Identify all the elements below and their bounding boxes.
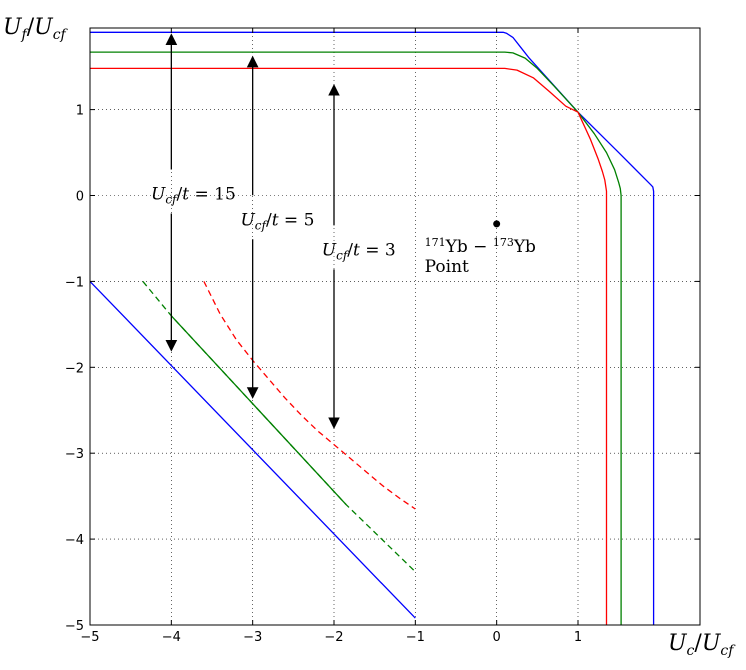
series-line-blue-solid (89, 280, 416, 619)
arrow-label: Ucf/t = 5 (240, 210, 314, 232)
x-tick-label: −4 (162, 630, 181, 645)
arrow-label: Ucf/t = 15 (151, 185, 236, 207)
point-label-line2: Point (425, 257, 469, 277)
arrow-label: Ucf/t = 3 (322, 240, 396, 262)
yb-point-marker (493, 220, 501, 228)
y-tick-label: −2 (65, 361, 84, 376)
x-axis-label: Uc/Ucf (668, 631, 736, 659)
x-tick-label: −3 (243, 630, 262, 645)
x-tick-label: −1 (406, 630, 425, 645)
y-tick-label: −4 (65, 533, 84, 548)
x-tick-label: 0 (493, 630, 501, 645)
y-tick-label: −5 (65, 619, 84, 634)
grid (89, 28, 700, 626)
point-label-line1: 171Yb − 173Yb (425, 236, 536, 257)
y-tick-label: −1 (65, 275, 84, 290)
series-line-green-dashed (142, 280, 416, 573)
x-tick-label: −2 (324, 630, 343, 645)
plot-frame (89, 27, 701, 626)
y-tick-label: −3 (65, 447, 84, 462)
y-tick-label: 1 (76, 104, 84, 119)
series-line-green-solid (90, 51, 622, 625)
x-tick-label: 1 (574, 630, 582, 645)
y-axis-label: Uf/Ucf (3, 15, 69, 43)
y-tick-label: 0 (76, 190, 84, 205)
series-line-red-solid (90, 67, 608, 625)
series-layer (89, 31, 655, 625)
series-line-red-dashed (203, 281, 416, 510)
tick-layer: −5 −4 −3 −2 −1 0 1 −5 −4 −3 −2 −1 0 1 (65, 28, 700, 645)
series-line-blue-solid (90, 31, 655, 625)
x-tick-label: −5 (80, 630, 99, 645)
